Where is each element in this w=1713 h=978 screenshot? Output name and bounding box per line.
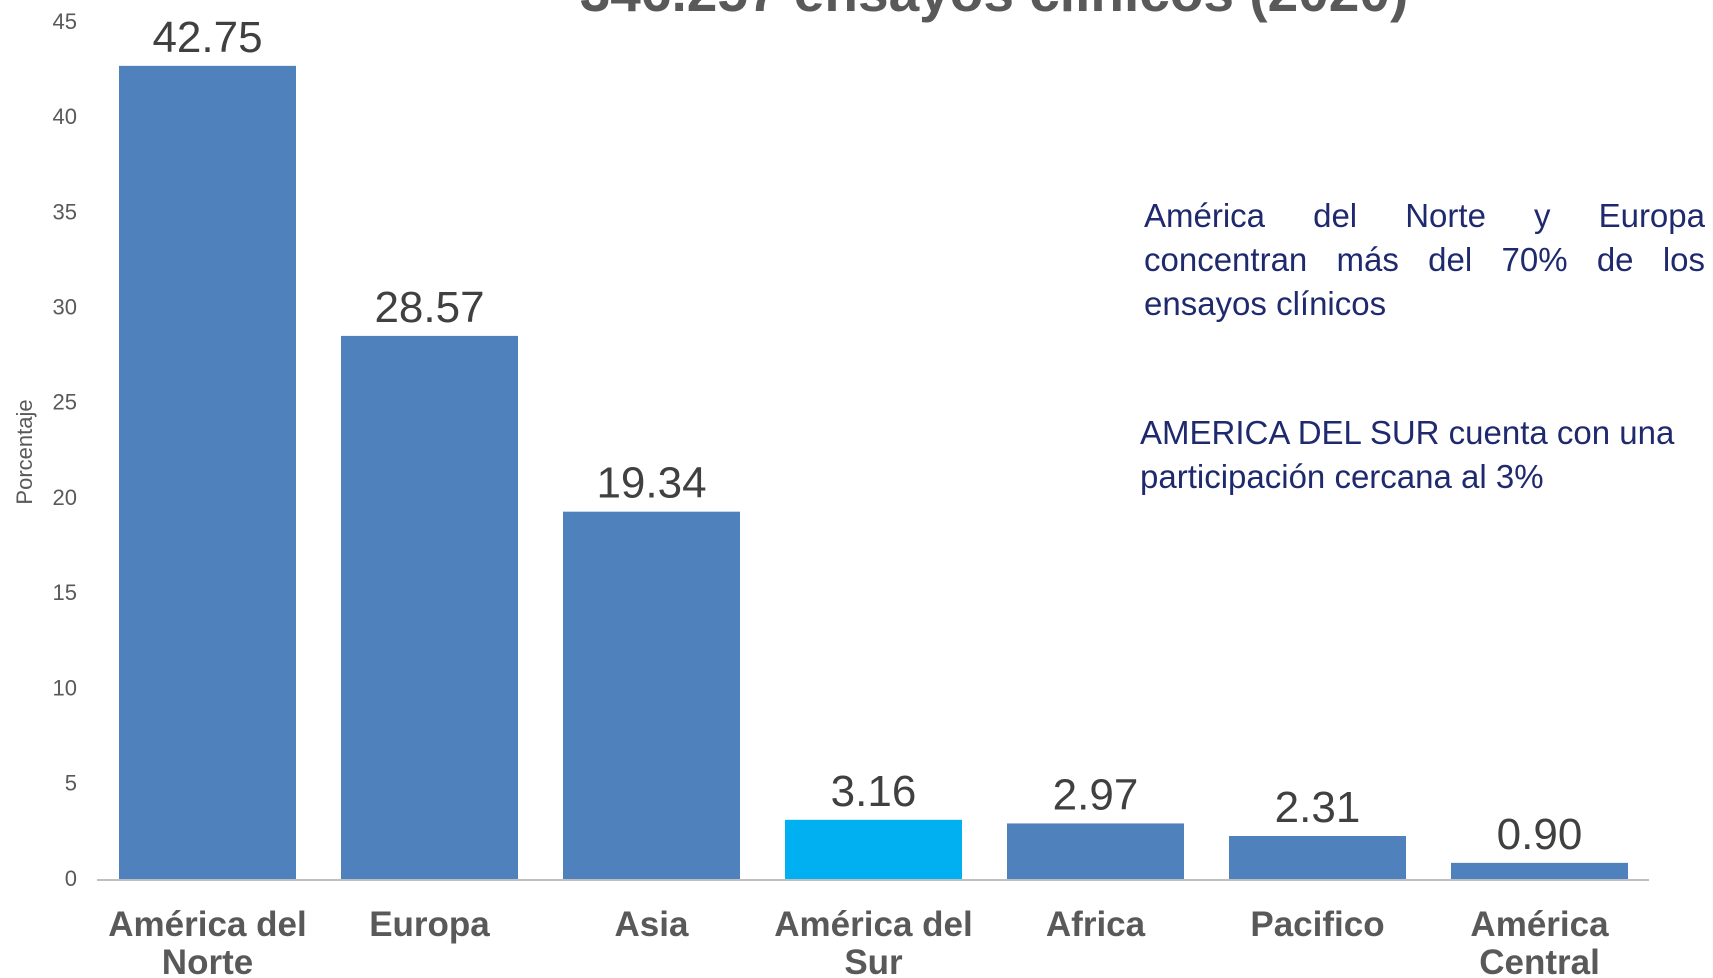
y-tick-label: 10 [53, 675, 77, 700]
bar [1229, 836, 1406, 880]
y-tick-label: 45 [53, 9, 77, 34]
y-tick-label: 15 [53, 580, 77, 605]
bar [1007, 823, 1184, 880]
data-label: 42.75 [152, 13, 262, 62]
data-label: 2.31 [1275, 783, 1361, 832]
bar [119, 65, 296, 881]
x-tick-label-box: Asia [614, 906, 689, 944]
data-label: 0.90 [1497, 810, 1583, 859]
y-tick-label: 25 [53, 390, 77, 415]
x-tick-label: América Central [1470, 906, 1609, 978]
annotation: AMERICA DEL SUR cuenta con una participa… [1140, 414, 1675, 495]
y-tick-label: 5 [65, 771, 77, 796]
x-tick-label-box: América del Sur [774, 906, 973, 978]
x-tick-label-box: América del Norte [108, 906, 307, 978]
x-tick-label: Africa [1045, 906, 1146, 944]
bar [1451, 862, 1628, 880]
y-tick-label: 0 [65, 866, 77, 891]
annotation: América del Norte y Europa concentran má… [1144, 197, 1705, 322]
annotation-box: AMERICA DEL SUR cuenta con una participa… [1140, 414, 1675, 495]
data-label: 2.97 [1053, 770, 1139, 819]
data-label: 3.16 [831, 767, 917, 816]
data-label: 19.34 [596, 459, 706, 508]
chart-title: 346.257 ensayos clínicos (2020) [580, 0, 1409, 23]
bar [563, 511, 740, 880]
x-tick-label: Europa [369, 906, 490, 944]
y-tick-label: 30 [53, 294, 77, 319]
bar [341, 335, 518, 880]
data-label: 28.57 [374, 283, 484, 332]
x-tick-label: América del Sur [774, 906, 973, 978]
x-tick-label-box: América Central [1470, 906, 1609, 978]
annotation-box: América del Norte y Europa concentran má… [1144, 197, 1705, 322]
x-tick-label-box: Europa [369, 906, 490, 944]
bar [785, 819, 962, 880]
x-tick-label: Pacifico [1250, 906, 1385, 944]
y-tick-label: 40 [53, 104, 77, 129]
y-tick-label: 35 [53, 199, 77, 224]
y-axis-label: Porcentaje [12, 399, 37, 504]
x-tick-label: Asia [614, 906, 689, 944]
x-tick-label-box: Africa [1045, 906, 1146, 944]
x-tick-label: América del Norte [108, 906, 307, 978]
y-tick-label: 20 [53, 485, 77, 510]
x-tick-label-box: Pacifico [1250, 906, 1385, 944]
